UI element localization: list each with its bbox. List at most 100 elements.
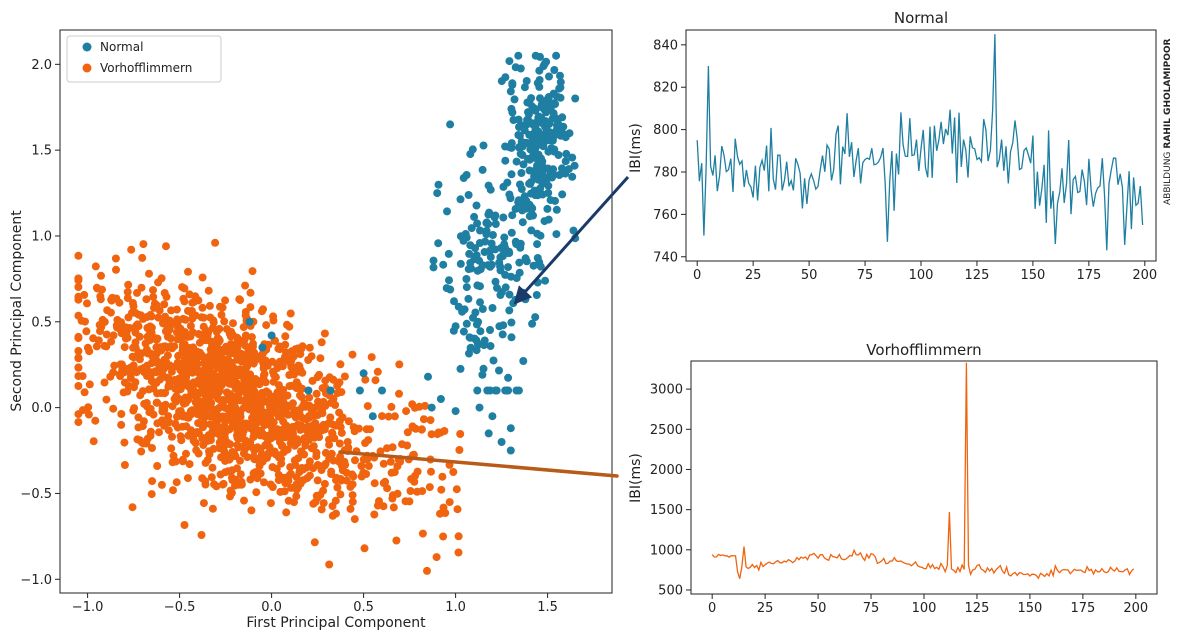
normal-point <box>507 333 516 342</box>
af-point <box>269 316 278 325</box>
af-point <box>248 267 257 276</box>
normal-point <box>535 76 544 84</box>
normal-point <box>515 143 524 152</box>
normal-point <box>450 297 458 306</box>
af-point <box>453 505 462 514</box>
af-point <box>336 490 345 499</box>
normal-point <box>512 386 521 395</box>
af-point <box>360 544 369 553</box>
af-point <box>184 431 193 440</box>
x-tick-label: 25 <box>745 268 762 283</box>
legend-normal-marker <box>82 42 92 52</box>
normal-point <box>500 233 509 242</box>
normal-point <box>523 98 532 107</box>
af-point <box>195 338 204 347</box>
af-point <box>293 435 302 444</box>
af-point <box>227 398 236 407</box>
af-point <box>180 284 189 293</box>
af-point <box>227 488 236 497</box>
normal-point <box>484 181 493 190</box>
y-tick-label: 780 <box>653 165 678 180</box>
normal-point <box>436 395 445 403</box>
normal-point <box>533 152 542 161</box>
x-tick-label: 100 <box>912 601 937 616</box>
af-point <box>363 402 372 411</box>
af-point <box>320 479 329 488</box>
af-point <box>224 390 233 399</box>
normal-point <box>534 191 542 199</box>
af-point <box>199 434 207 442</box>
normal-point <box>544 135 553 144</box>
normal-point <box>464 191 473 199</box>
af-point <box>241 341 250 350</box>
normal-point <box>540 217 549 226</box>
af-point <box>244 357 253 366</box>
af-point <box>218 480 227 489</box>
af-point <box>197 531 206 539</box>
af-point <box>290 441 299 450</box>
af-point <box>208 390 217 399</box>
normal-point <box>550 145 559 154</box>
normal-point <box>516 180 524 189</box>
af-point <box>129 361 138 370</box>
normal-point <box>527 138 536 147</box>
af-point <box>178 373 187 382</box>
af-point <box>263 453 271 462</box>
af-point <box>74 295 83 304</box>
normal-point <box>478 305 487 313</box>
af-point <box>216 302 224 311</box>
af-point <box>270 399 279 408</box>
af-point <box>307 352 316 361</box>
af-point <box>292 480 301 489</box>
af-point <box>96 327 104 336</box>
af-point <box>281 332 290 341</box>
normal-point <box>534 112 543 121</box>
af-point <box>146 427 155 436</box>
normal-point <box>549 170 558 179</box>
af-point <box>85 380 94 389</box>
normal-point <box>538 157 547 166</box>
af-point <box>294 367 303 376</box>
normal-point <box>488 304 497 312</box>
af-point <box>332 509 340 518</box>
af-point <box>128 503 137 512</box>
normal-point <box>525 179 534 188</box>
af-point <box>102 330 111 339</box>
normal-point <box>456 232 465 241</box>
af-point <box>350 515 359 524</box>
af-point <box>194 419 203 428</box>
normal-point <box>542 108 551 117</box>
af-point <box>109 368 118 377</box>
af-point <box>179 314 188 323</box>
af-point <box>297 447 305 456</box>
af-point <box>321 376 330 385</box>
af-point <box>418 529 427 538</box>
normal-point <box>476 226 484 235</box>
af-point <box>135 332 144 341</box>
af-point <box>300 414 309 423</box>
af-point <box>149 410 158 419</box>
normal-point <box>456 195 465 204</box>
normal-point <box>508 80 517 89</box>
normal-point <box>446 120 455 129</box>
x-tick-label: 175 <box>1070 601 1095 616</box>
normal-point <box>544 181 553 190</box>
af-point <box>317 505 326 514</box>
normal-point <box>528 319 537 328</box>
normal-point <box>484 429 493 438</box>
normal-point <box>565 129 574 138</box>
af-point <box>182 449 190 458</box>
af-point <box>305 343 314 352</box>
af-point <box>139 240 148 249</box>
af-point <box>402 407 411 416</box>
af-point <box>401 497 410 506</box>
scatter-y-label: Second Principal Component <box>9 210 25 412</box>
af-point <box>287 356 296 365</box>
af-point <box>285 371 294 379</box>
af-point <box>97 271 105 280</box>
af-point <box>81 317 89 326</box>
af-point <box>281 425 290 434</box>
af-point <box>208 381 217 390</box>
af-point <box>138 253 147 262</box>
af-point <box>129 406 138 415</box>
